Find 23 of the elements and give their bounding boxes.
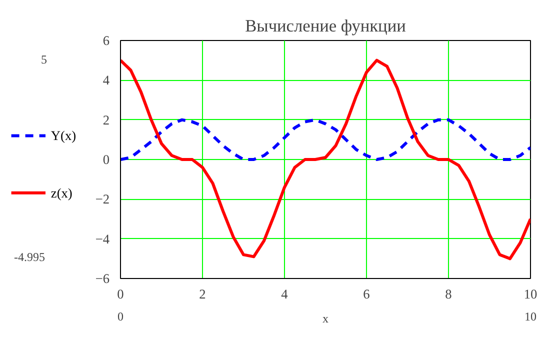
y-tick-label: 2	[102, 112, 110, 128]
x-tick-label: 4	[281, 286, 288, 302]
x-tick-label: 8	[445, 286, 452, 302]
y-tick-label: 6	[102, 33, 110, 48]
x-tick-label: 0	[117, 286, 124, 302]
x-tick-label: 2	[199, 286, 206, 302]
text: 10	[524, 310, 536, 324]
text: -4.995	[14, 250, 45, 264]
y-tick-label: −2	[95, 192, 110, 207]
line-series	[120, 58, 530, 260]
x-tick-label: 10	[524, 286, 538, 302]
y-tick-label: −6	[95, 271, 110, 286]
y-tick-label: 4	[102, 72, 110, 88]
legend-label: Y(x)	[50, 128, 76, 144]
y-tick-label: 0	[102, 152, 110, 167]
x-axis-title: x	[322, 312, 328, 326]
x-tick-label: 6	[363, 286, 370, 302]
legend-label: z(x)	[50, 185, 72, 200]
chart-title: Вычисление функции	[245, 16, 406, 36]
text: 5	[41, 52, 47, 67]
line-series	[120, 118, 530, 161]
y-tick-label: −4	[95, 231, 110, 246]
text: 0	[118, 310, 124, 324]
